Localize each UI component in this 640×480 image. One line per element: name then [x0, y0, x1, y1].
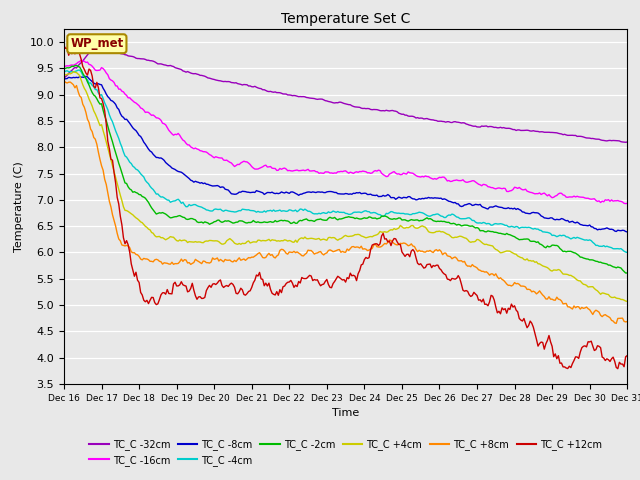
- TC_C +12cm: [623, 353, 631, 359]
- TC_C +8cm: [60, 78, 68, 84]
- TC_C -8cm: [401, 194, 409, 200]
- TC_C -4cm: [413, 210, 421, 216]
- TC_C -32cm: [622, 139, 630, 145]
- TC_C +8cm: [76, 93, 83, 99]
- TC_C -16cm: [77, 57, 85, 63]
- Line: TC_C -4cm: TC_C -4cm: [64, 70, 627, 252]
- TC_C +12cm: [76, 51, 83, 57]
- TC_C -32cm: [60, 75, 68, 81]
- TC_C -2cm: [622, 270, 630, 276]
- TC_C -2cm: [60, 66, 68, 72]
- TC_C +4cm: [401, 225, 409, 231]
- TC_C -2cm: [383, 214, 390, 219]
- TC_C -32cm: [556, 131, 564, 137]
- TC_C -2cm: [73, 62, 81, 68]
- Legend: TC_C -32cm, TC_C -16cm, TC_C -8cm, TC_C -4cm, TC_C -2cm, TC_C +4cm, TC_C +8cm, T: TC_C -32cm, TC_C -16cm, TC_C -8cm, TC_C …: [86, 435, 605, 469]
- TC_C +8cm: [399, 240, 407, 246]
- TC_C -16cm: [383, 174, 390, 180]
- TC_C -32cm: [401, 112, 409, 118]
- TC_C +12cm: [381, 236, 388, 242]
- TC_C -2cm: [413, 217, 421, 223]
- TC_C -4cm: [77, 69, 85, 75]
- TC_C -2cm: [166, 215, 174, 221]
- TC_C -16cm: [556, 190, 564, 196]
- Line: TC_C +8cm: TC_C +8cm: [64, 81, 627, 324]
- TC_C +12cm: [165, 291, 173, 297]
- TC_C +8cm: [381, 240, 388, 246]
- TC_C +8cm: [554, 296, 562, 302]
- TC_C -32cm: [76, 61, 83, 67]
- Line: TC_C +12cm: TC_C +12cm: [64, 46, 627, 369]
- TC_C -8cm: [383, 193, 390, 199]
- Line: TC_C -16cm: TC_C -16cm: [64, 60, 627, 204]
- TC_C -16cm: [401, 171, 409, 177]
- Text: WP_met: WP_met: [70, 37, 124, 50]
- TC_C +12cm: [554, 353, 562, 359]
- Line: TC_C +4cm: TC_C +4cm: [64, 72, 627, 301]
- TC_C +4cm: [413, 225, 421, 231]
- TC_C +4cm: [60, 71, 68, 77]
- TC_C -8cm: [556, 216, 564, 222]
- Y-axis label: Temperature (C): Temperature (C): [14, 161, 24, 252]
- TC_C -4cm: [401, 211, 409, 217]
- TC_C +8cm: [612, 321, 620, 326]
- TC_C -16cm: [622, 201, 630, 206]
- Line: TC_C -8cm: TC_C -8cm: [64, 76, 627, 232]
- Title: Temperature Set C: Temperature Set C: [281, 12, 410, 26]
- TC_C -4cm: [383, 211, 390, 216]
- TC_C +4cm: [70, 69, 77, 74]
- TC_C -2cm: [401, 217, 409, 223]
- TC_C -8cm: [76, 74, 83, 80]
- TC_C -32cm: [413, 115, 421, 120]
- TC_C +12cm: [399, 252, 407, 257]
- TC_C -8cm: [413, 197, 421, 203]
- TC_C +8cm: [165, 261, 173, 267]
- TC_C -4cm: [556, 232, 564, 238]
- TC_C +4cm: [383, 229, 390, 235]
- TC_C -16cm: [623, 201, 631, 206]
- TC_C -4cm: [74, 67, 82, 73]
- TC_C +4cm: [623, 299, 631, 304]
- TC_C -4cm: [623, 250, 631, 255]
- TC_C -8cm: [166, 164, 174, 169]
- Line: TC_C -32cm: TC_C -32cm: [64, 45, 627, 142]
- TC_C -16cm: [413, 174, 421, 180]
- TC_C +12cm: [60, 43, 68, 49]
- TC_C -32cm: [166, 62, 174, 68]
- TC_C -32cm: [383, 108, 390, 113]
- TC_C -8cm: [82, 73, 90, 79]
- TC_C -2cm: [77, 67, 85, 72]
- TC_C +4cm: [556, 267, 564, 273]
- TC_C -4cm: [166, 199, 174, 205]
- TC_C -2cm: [556, 246, 564, 252]
- TC_C +12cm: [412, 255, 420, 261]
- TC_C -4cm: [60, 69, 68, 75]
- TC_C -2cm: [623, 270, 631, 276]
- Line: TC_C -2cm: TC_C -2cm: [64, 65, 627, 273]
- TC_C -16cm: [76, 59, 83, 64]
- TC_C +12cm: [614, 366, 621, 372]
- TC_C -16cm: [166, 129, 174, 135]
- TC_C -8cm: [60, 76, 68, 82]
- TC_C -16cm: [60, 64, 68, 70]
- TC_C -32cm: [623, 139, 631, 145]
- X-axis label: Time: Time: [332, 408, 359, 418]
- TC_C +8cm: [623, 319, 631, 324]
- TC_C +8cm: [412, 247, 420, 252]
- TC_C +4cm: [77, 77, 85, 83]
- TC_C +4cm: [166, 234, 174, 240]
- TC_C -32cm: [90, 42, 97, 48]
- TC_C -8cm: [623, 229, 631, 235]
